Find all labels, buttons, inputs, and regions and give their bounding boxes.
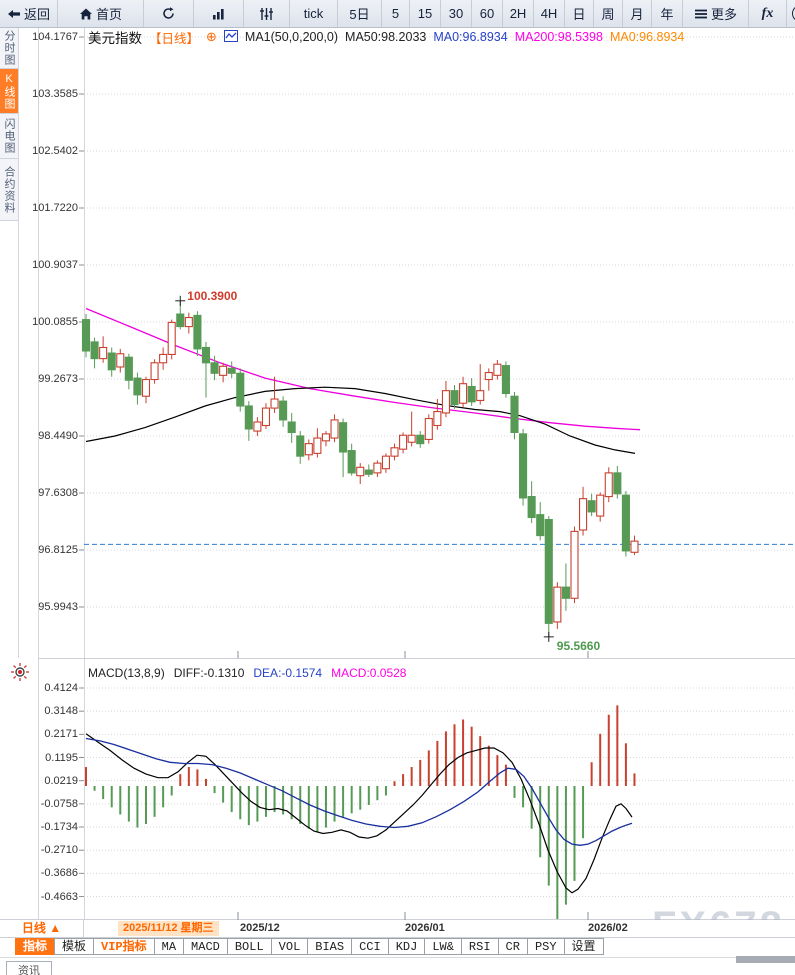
macd-axis-label: 0.0219 [44,774,78,787]
instrument-title: 美元指数 [88,31,142,46]
toolbar-button-bar-chart[interactable] [194,0,244,27]
toolbar-button-fx[interactable]: fx [749,0,787,27]
sidebar-tab-闪电图[interactable]: 闪电图 [0,114,18,159]
toolbar-button-15[interactable]: 15 [410,0,441,27]
price-axis-label: 96.8125 [38,544,78,556]
sidebar-tab-分时图[interactable]: 分时图 [0,27,18,69]
indicator-tab-VOL[interactable]: VOL [270,938,309,955]
ma0-blue-value: MA0:96.8934 [433,30,508,44]
date-axis-row: 日线 ▲ 2025/11/12 星期三 2025/12 2026/01 2026/0… [0,920,795,938]
macd-axis-label: -0.2710 [40,844,78,857]
price-axis-label: 98.4490 [38,430,78,442]
indicator-tab-MACD[interactable]: MACD [183,938,228,955]
indicator-tab-PSY[interactable]: PSY [526,938,565,955]
price-axis-label: 101.7220 [32,202,78,214]
back-arrow-icon [7,7,21,21]
bar-chart-icon [211,7,226,21]
toolbar-button-首页[interactable]: 首页 [58,0,144,27]
circle-plus-icon[interactable]: ⊕ [206,29,217,44]
price-axis-label: 103.3585 [32,88,78,100]
date-tick-label: 2025/12 [240,922,280,934]
toolbar-button-candlestick-sliders[interactable] [244,0,290,27]
indicator-tab-bar: 指标 模板 VIP指标 MA MACD BOLL VOL BIAS CCI KDJ LW& RSI CR… [0,938,795,958]
toolbar-button-周[interactable]: 周 [594,0,623,27]
ma-settings: MA1(50,0,200,0) [244,30,339,44]
price-axis-label: 104.1767 [32,31,78,43]
toolbar-button-60[interactable]: 60 [472,0,503,27]
indicator-tab-BOLL[interactable]: BOLL [226,938,272,955]
refresh-icon [161,6,176,21]
date-tick-label: 2026/02 [588,922,628,934]
macd-axis-label: -0.0758 [40,797,78,810]
ma50-value: MA50:98.2033 [345,30,427,44]
indicator-tab-指标[interactable]: 指标 [15,938,56,955]
indicator-tab-CR[interactable]: CR [497,938,528,955]
price-axis-label: 100.0855 [32,316,78,328]
dea-value: DEA:-0.1574 [253,666,323,680]
high-price-annotation: 100.3900 [187,288,238,303]
chart-header: 美元指数 【日线】 ⊕ MA1(50,0,200,0) MA50:98.2033… [88,29,685,46]
toolbar-button-30[interactable]: 30 [441,0,472,27]
toolbar-button-返回[interactable]: 返回 [0,0,58,27]
price-axis-label: 100.9037 [32,259,78,271]
indicator-tab-VIP指标[interactable]: VIP指标 [93,938,155,955]
low-price-annotation: 95.5660 [556,638,601,653]
price-axis-label: 97.6308 [38,487,78,499]
macd-axis-label: -0.1734 [40,821,78,834]
macd-axis-label: 0.1195 [45,751,78,764]
toolbar-button-tick[interactable]: tick [290,0,338,27]
price-axis-label: 95.9943 [38,601,78,613]
macd-params: MACD(13,8,9) [88,666,165,680]
ma200-value: MA200:98.5398 [514,30,603,44]
mini-chart-icon[interactable] [223,29,238,45]
toolbar-button-日[interactable]: 日 [565,0,594,27]
diff-value: DIFF:-0.1310 [173,666,245,680]
top-toolbar: 返回 首页 tick 5日 5 15 30 60 2H 4H 日周月年更多 fx [0,0,795,28]
period-dropdown-button[interactable]: 日线 ▲ [0,920,84,937]
macd-axis-label: -0.4663 [40,890,78,903]
indicator-tab-BIAS[interactable]: BIAS [307,938,353,955]
ma0-orange-value: MA0:96.8934 [609,30,685,44]
toolbar-button-circle-minus[interactable] [787,0,795,27]
toolbar-button-refresh[interactable] [144,0,194,27]
toolbar-button-年[interactable]: 年 [652,0,683,27]
indicator-tab-RSI[interactable]: RSI [460,938,499,955]
indicator-tab-KDJ[interactable]: KDJ [387,938,426,955]
sidebar-tab-K线图[interactable]: K线图 [0,69,18,114]
date-tick-label: 2026/01 [405,922,445,934]
toolbar-button-5[interactable]: 5 [382,0,410,27]
indicator-tab-MA[interactable]: MA [153,938,185,955]
toolbar-button-月[interactable]: 月 [623,0,652,27]
macd-axis-label: 0.2171 [44,728,78,741]
macd-axis-label: -0.3686 [40,867,78,880]
indicator-tab-设置[interactable]: 设置 [563,938,604,955]
toolbar-button-2H[interactable]: 2H [503,0,534,27]
macd-header: MACD(13,8,9) DIFF:-0.1310 DEA:-0.1574 MA… [88,666,406,680]
macd-axis-label: 0.4124 [44,682,78,694]
left-sidebar: 分时图 K线图 闪电图 合约资料 [0,27,18,221]
tab-news-partial[interactable]: 资讯 [6,961,52,975]
horizontal-scrollbar-thumb[interactable] [736,956,795,963]
price-axis-label: 102.5402 [32,145,78,157]
indicator-settings-sun-icon[interactable] [10,662,30,687]
price-axis-label: 99.2673 [38,373,78,385]
indicator-tab-CCI[interactable]: CCI [351,938,389,955]
indicator-tab-LW&[interactable]: LW& [424,938,462,955]
indicator-tab-模板[interactable]: 模板 [54,938,95,955]
macd-value: MACD:0.0528 [331,666,407,680]
period-label[interactable]: 【日线】 [149,31,200,46]
selected-date-label: 2025/11/12 星期三 [118,921,219,936]
menu-icon [694,8,708,20]
toolbar-button-4H[interactable]: 4H [534,0,565,27]
home-icon [79,7,93,21]
toolbar-button-5日[interactable]: 5日 [338,0,382,27]
toolbar-button-更多[interactable]: 更多 [683,0,749,27]
fx-icon: fx [761,5,774,21]
sidebar-tab-合约资料[interactable]: 合约资料 [0,159,18,221]
macd-axis-label: 0.3148 [44,705,78,718]
candlestick-sliders-icon [259,7,274,21]
